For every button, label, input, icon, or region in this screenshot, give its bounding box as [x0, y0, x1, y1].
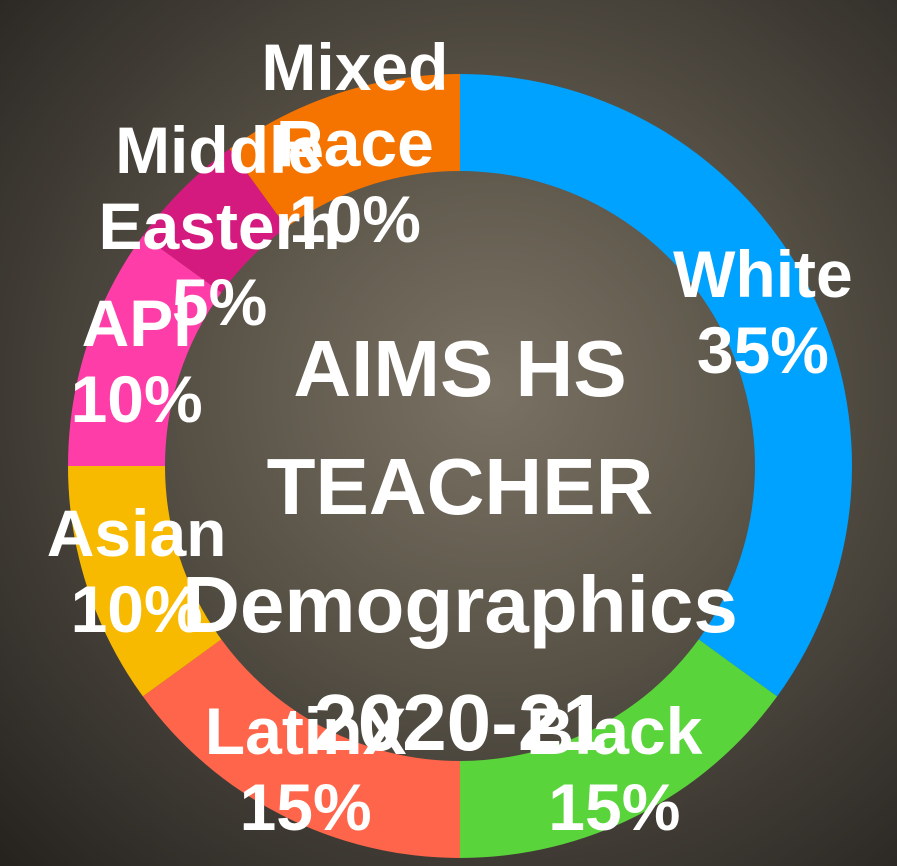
category-label: Black [489, 693, 739, 769]
value-label: 10% [230, 181, 480, 257]
category-label: White [638, 236, 888, 312]
category-label: LatinX [181, 693, 431, 769]
value-label: 15% [489, 769, 739, 845]
category-label: Asian [12, 495, 262, 571]
page: AIMS HS TEACHER Demographics 2020-21 (()… [0, 0, 897, 866]
value-label: 5% [95, 264, 345, 340]
value-label: 10% [12, 361, 262, 437]
value-label: 35% [638, 312, 888, 388]
value-label: 15% [181, 769, 431, 845]
value-label: 10% [12, 571, 262, 647]
category-label: Mixed Race [230, 29, 480, 181]
